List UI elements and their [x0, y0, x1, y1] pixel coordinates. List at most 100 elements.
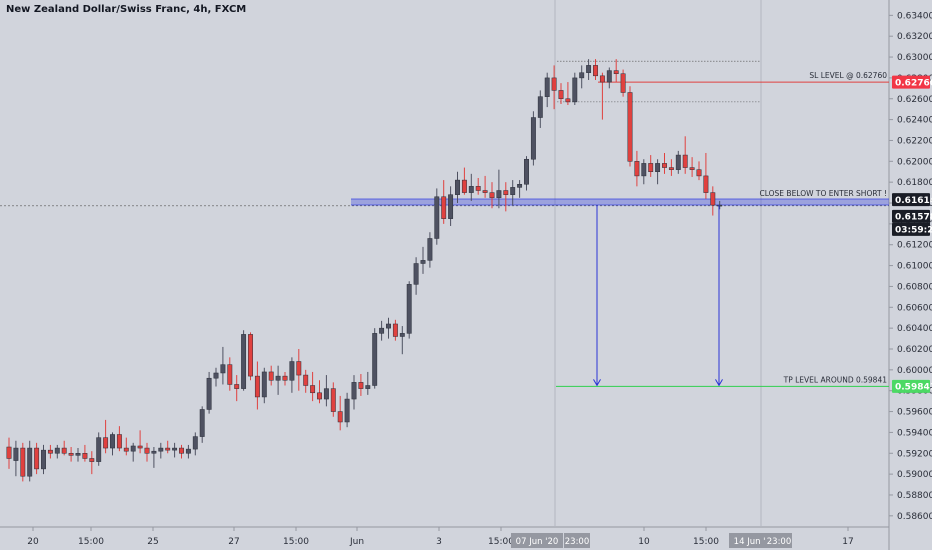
sl-label: SL LEVEL @ 0.62760	[809, 71, 887, 80]
candle-up	[510, 187, 516, 195]
candle-up	[41, 449, 46, 470]
candle-down	[565, 98, 571, 103]
candle-up	[413, 263, 419, 285]
candle-down	[144, 447, 150, 454]
candle-down	[317, 392, 322, 400]
candle-down	[248, 334, 253, 377]
candle-up	[524, 158, 529, 185]
y-tick-label: 0.63400	[897, 11, 932, 21]
y-tick-label: 0.62000	[897, 157, 932, 167]
countdown-badge-text: 03:59:26	[895, 226, 932, 236]
candle-down	[82, 453, 88, 459]
y-tick-label: 0.60200	[897, 345, 932, 355]
candle-up	[365, 385, 371, 389]
candle-down	[710, 192, 716, 206]
candle-up	[517, 184, 523, 188]
candle-up	[151, 450, 157, 454]
x-tick-label: 15:00	[78, 537, 104, 547]
candle-down	[461, 179, 467, 193]
candle-up	[220, 364, 226, 374]
candle-down	[392, 323, 398, 337]
candle-down	[620, 73, 626, 93]
y-tick-label: 0.61800	[897, 178, 932, 188]
candle-up	[372, 333, 378, 386]
candle-up	[468, 186, 474, 193]
candle-down	[634, 161, 640, 177]
candle-up	[386, 323, 391, 329]
y-tick-label: 0.59000	[897, 470, 932, 480]
last-price-badge	[892, 209, 930, 223]
candle-down	[116, 434, 122, 449]
y-tick-label: 0.63000	[897, 53, 932, 63]
arrow-head-2	[715, 379, 723, 387]
candle-up	[158, 447, 164, 452]
candle-up	[530, 117, 536, 160]
candle-down	[137, 445, 143, 449]
candle-down	[503, 190, 509, 195]
x-tick-label: 25	[147, 537, 158, 547]
candle-up	[579, 72, 585, 79]
candle-up	[675, 154, 681, 170]
candle-down	[668, 167, 674, 170]
candle-up	[172, 447, 178, 451]
sl-price-badge-text: 0.62760	[895, 78, 932, 88]
candle-down	[123, 447, 129, 452]
last-price-badge-text: 0.61578	[895, 213, 932, 223]
candle-down	[6, 446, 12, 459]
candle-down	[282, 375, 288, 381]
y-tick-label: 0.63200	[897, 32, 932, 42]
candle-down	[34, 447, 40, 470]
x-date-badge-text-2: 23:00	[565, 537, 590, 547]
candle-up	[110, 434, 115, 449]
candle-up	[289, 361, 295, 381]
entry-label: CLOSE BELOW TO ENTER SHORT !	[759, 189, 887, 198]
x-tick-label: 15:00	[283, 537, 309, 547]
candle-up	[75, 453, 81, 456]
y-tick-label: 0.59400	[897, 428, 932, 438]
candle-up	[586, 65, 592, 73]
candle-up	[496, 190, 502, 199]
candle-up	[572, 77, 578, 103]
y-tick-label: 0.58600	[897, 512, 932, 522]
drawing-layer-front	[593, 204, 723, 387]
candle-down	[227, 364, 233, 385]
candle-up	[241, 334, 247, 389]
x-date-badge-text-3: 14 Jun '20	[734, 537, 777, 547]
candle-up	[427, 238, 433, 261]
candle-up	[544, 77, 550, 97]
entry-price-badge-text: 0.61614	[895, 196, 932, 206]
x-tick-label: 15:00	[488, 537, 514, 547]
candle-up	[213, 372, 219, 379]
candle-down	[682, 154, 688, 168]
candle-up	[399, 333, 405, 337]
candles	[6, 59, 723, 482]
countdown-badge	[892, 222, 930, 236]
candle-down	[303, 374, 309, 386]
tp-price-badge	[892, 379, 930, 393]
candle-up	[655, 163, 661, 172]
candle-down	[47, 449, 53, 454]
candle-down	[482, 190, 488, 193]
candle-up	[261, 371, 267, 398]
candle-down	[68, 453, 74, 456]
y-tick-label: 0.62200	[897, 136, 932, 146]
candle-up	[130, 445, 136, 452]
candle-down	[179, 447, 184, 454]
y-tick-label: 0.59200	[897, 449, 932, 459]
x-tick-label: 15:00	[693, 537, 719, 547]
candle-up	[13, 447, 19, 461]
candle-up	[420, 260, 426, 264]
candle-up	[455, 179, 460, 195]
x-axis[interactable]: 20 15:00 25 27 15:00 Jun 3 15:00 10 15:00 17 07 Jun…	[27, 527, 854, 548]
candle-up	[275, 375, 281, 381]
candle-down	[613, 70, 619, 74]
candle-down	[103, 437, 109, 449]
arrow-head-1	[593, 379, 601, 387]
candle-up	[192, 436, 198, 450]
candle-up	[406, 284, 412, 334]
candle-up	[323, 388, 329, 400]
candle-down	[165, 447, 171, 451]
candle-up	[27, 447, 33, 477]
y-tick-label: 0.60800	[897, 282, 932, 292]
